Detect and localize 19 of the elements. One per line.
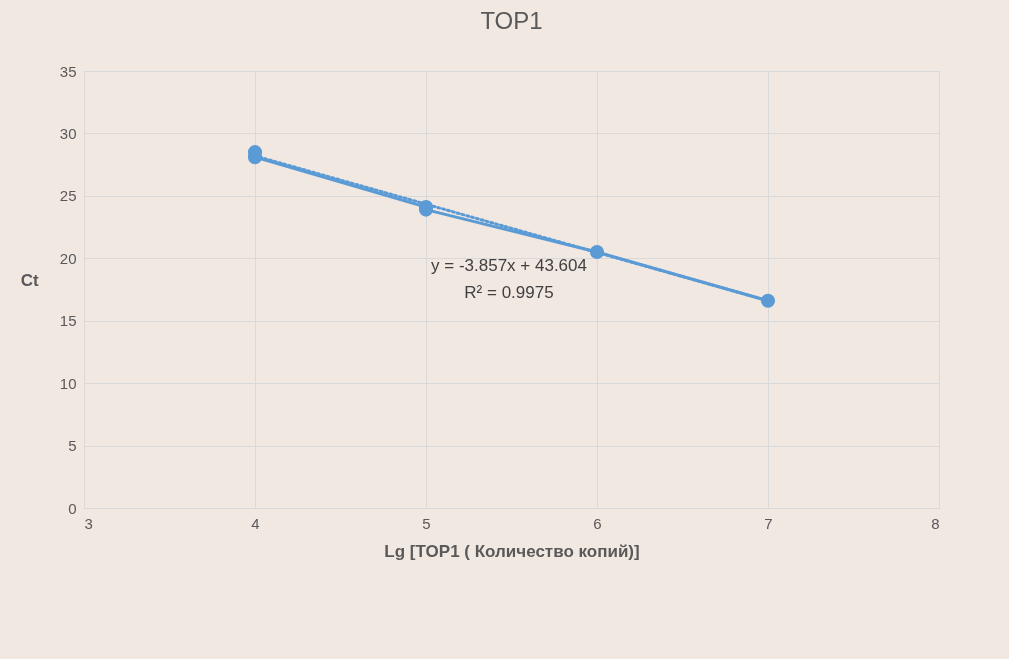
y-tick-label: 35 (59, 62, 77, 80)
y-tick-label: 0 (68, 499, 77, 517)
y-axis-title: Ct (20, 271, 40, 290)
x-tick-label: 3 (84, 514, 93, 532)
y-tick-label: 10 (59, 374, 77, 392)
y-tick-label: 15 (59, 312, 77, 330)
y-tick-label: 30 (59, 124, 77, 142)
x-tick-label: 6 (593, 514, 602, 532)
annotation: y = -3.857x + 43.604 (431, 256, 587, 275)
x-tick-label: 7 (764, 514, 773, 532)
x-tick-label: 5 (422, 514, 431, 532)
x-tick-label: 8 (931, 514, 940, 532)
chart-title: TOP1 (480, 7, 543, 34)
y-tick-label: 5 (68, 437, 77, 455)
x-tick-label: 4 (251, 514, 260, 532)
x-axis-title: Lg [TOP1 ( Количество копий)] (384, 541, 640, 561)
y-tick-label: 25 (59, 187, 77, 205)
annotation: R² = 0.9975 (464, 283, 554, 302)
y-tick-label: 20 (59, 249, 77, 267)
